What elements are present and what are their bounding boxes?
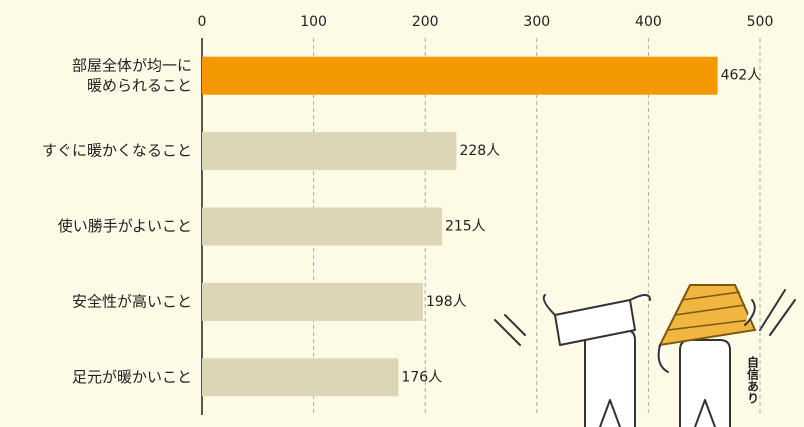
x-tick-label: 400 — [635, 14, 662, 30]
x-tick-label: 0 — [198, 14, 207, 30]
bar — [202, 132, 457, 171]
x-tick-label: 200 — [412, 14, 439, 30]
y-tick-label: すぐに暖かくなること — [42, 142, 192, 160]
annotation: 自信あり — [746, 355, 760, 404]
value-label: 198人 — [426, 294, 467, 310]
value-label: 176人 — [401, 369, 442, 385]
y-tick-label: 足元が暖かいこと — [72, 368, 192, 386]
bar — [202, 207, 442, 246]
y-tick-label: 部屋全体が均一に暖められること — [72, 56, 192, 94]
illustration: 自信あり — [494, 284, 796, 427]
x-tick-label: 100 — [300, 14, 327, 30]
value-label: 228人 — [459, 143, 500, 159]
y-tick-label: 安全性が高いこと — [72, 292, 192, 310]
value-label: 215人 — [445, 219, 486, 235]
value-label: 462人 — [721, 68, 762, 84]
x-tick-label: 500 — [747, 14, 774, 30]
y-tick-label: 使い勝手がよいこと — [58, 217, 192, 235]
bar — [202, 56, 718, 95]
x-tick-label: 300 — [523, 14, 550, 30]
bar — [202, 358, 399, 397]
bar — [202, 282, 423, 321]
